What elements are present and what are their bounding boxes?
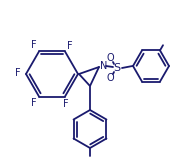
Text: O: O [106, 73, 114, 83]
Text: F: F [31, 40, 37, 51]
Text: F: F [63, 98, 69, 109]
Text: N: N [100, 61, 108, 71]
Text: F: F [15, 68, 21, 78]
Text: F: F [67, 41, 73, 52]
Text: F: F [31, 98, 37, 108]
Text: S: S [113, 63, 121, 73]
Text: O: O [106, 53, 114, 63]
